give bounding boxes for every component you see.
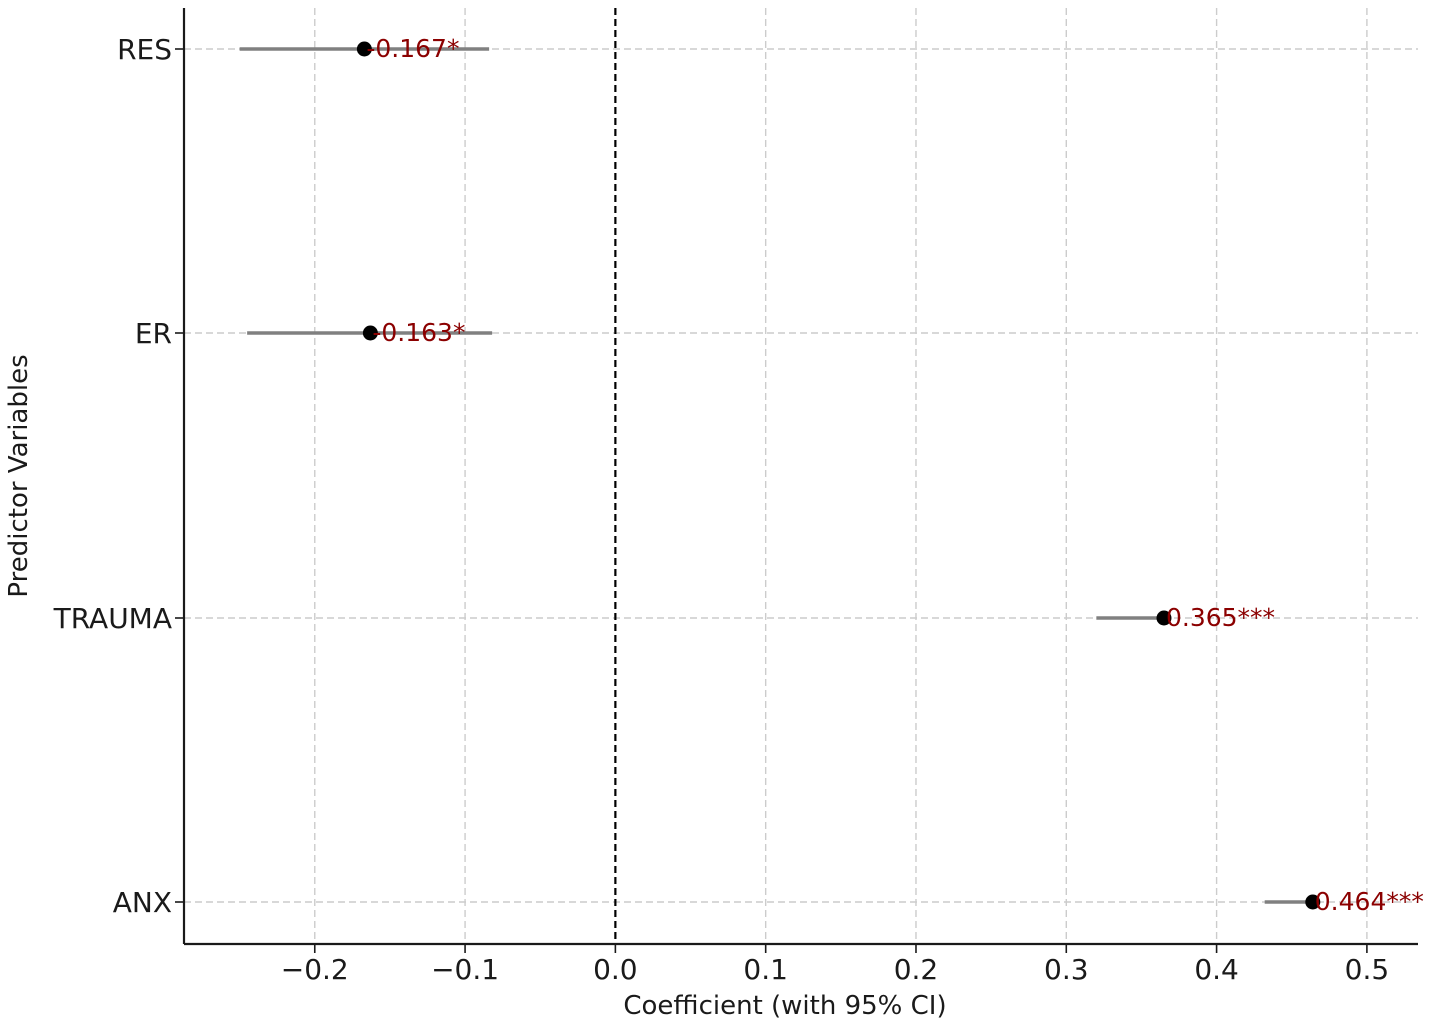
coefficient-label: 0.365*** [1166,603,1275,632]
coefficient-points [356,41,1321,910]
x-tick-label: 0.2 [894,953,939,986]
category-label: ANX [113,886,172,919]
coefficient-label: -0.163* [372,318,465,347]
x-tick-labels: −0.2 −0.1 0.0 0.1 0.2 0.3 0.4 0.5 [281,953,1389,986]
x-tick-label: −0.2 [281,953,349,986]
coefficient-label: -0.167* [366,34,459,63]
category-label: RES [117,33,172,66]
coefficient-point [1156,610,1172,626]
x-tick-label: −0.1 [431,953,499,986]
x-axis-title: Coefficient (with 95% CI) [623,991,946,1021]
confidence-intervals [239,47,1313,904]
coefficient-point [362,325,378,341]
axes [175,8,1418,953]
data-labels: -0.167* -0.163* 0.365*** 0.464*** [366,34,1423,916]
category-label: ER [135,317,172,350]
y-category-labels: RES ER TRAUMA ANX [53,33,172,919]
x-tick-label: 0.3 [1044,953,1089,986]
coefficient-point [356,41,372,57]
x-tick-label: 0.4 [1194,953,1239,986]
y-axis-title: Predictor Variables [4,354,34,597]
x-tick-label: 0.1 [743,953,788,986]
coefficient-label: 0.464*** [1315,887,1424,916]
category-label: TRAUMA [53,602,172,635]
x-tick-label: 0.5 [1345,953,1390,986]
coefficient-point [1305,894,1321,910]
grid-lines [184,8,1418,944]
x-tick-label: 0.0 [593,953,638,986]
